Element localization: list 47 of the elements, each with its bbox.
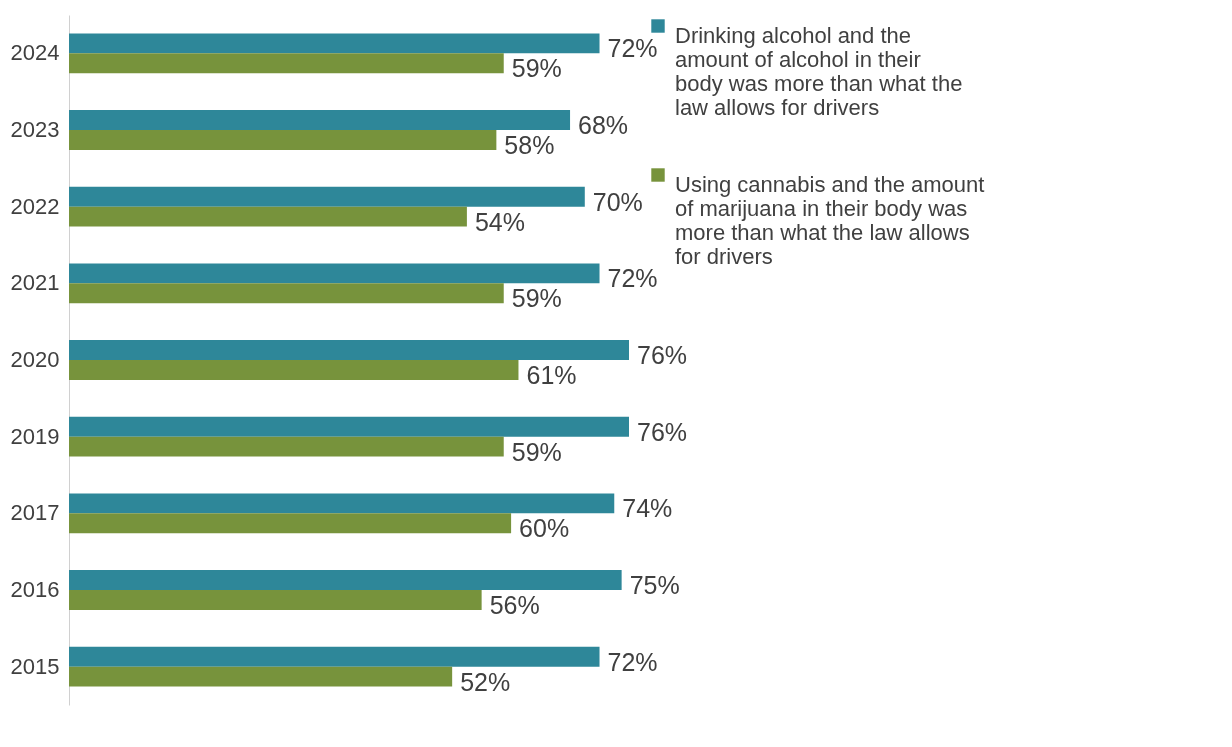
data-label: 59% xyxy=(511,284,562,313)
data-label: 59% xyxy=(511,437,562,466)
bar xyxy=(69,263,600,284)
bar xyxy=(69,340,629,360)
data-label: 76% xyxy=(637,341,688,370)
y-tick-label: 2015 xyxy=(10,653,60,679)
data-label: 60% xyxy=(519,514,570,543)
bar xyxy=(69,590,482,610)
y-tick-label: 2019 xyxy=(10,423,60,449)
bar xyxy=(69,493,615,514)
data-label: 59% xyxy=(511,54,562,83)
bar xyxy=(69,513,512,534)
data-label: 72% xyxy=(607,264,658,293)
bar xyxy=(69,33,600,54)
bar xyxy=(69,416,629,437)
bar xyxy=(69,186,585,207)
bar xyxy=(69,206,467,227)
bar xyxy=(69,283,504,304)
y-tick-label: 2016 xyxy=(10,577,60,602)
data-label: 56% xyxy=(489,590,540,619)
bar xyxy=(69,130,497,150)
y-tick-label: 2022 xyxy=(10,193,60,219)
legend-label: Using cannabis and the amount of marijuana in their body was more than what the law allows for drivers xyxy=(675,172,985,269)
bar xyxy=(69,53,504,74)
data-label: 68% xyxy=(578,111,629,140)
data-label: 72% xyxy=(607,34,658,63)
bar xyxy=(69,666,453,687)
bar xyxy=(69,360,519,380)
bar xyxy=(69,646,600,667)
data-label: 72% xyxy=(607,647,658,676)
data-label: 70% xyxy=(592,187,643,216)
bar xyxy=(69,570,622,590)
data-label: 58% xyxy=(504,130,555,159)
data-label: 52% xyxy=(460,667,511,696)
legend-label: Drinking alcohol and the amount of alcohol in their body was more than what the law allows for drivers xyxy=(675,23,963,120)
data-label: 75% xyxy=(629,571,680,600)
y-tick-label: 2020 xyxy=(10,347,60,372)
bar xyxy=(69,110,571,130)
bar xyxy=(69,436,504,457)
data-label: 61% xyxy=(526,360,577,389)
data-label: 54% xyxy=(474,207,525,236)
y-tick-label: 2024 xyxy=(10,40,60,66)
y-tick-label: 2023 xyxy=(10,117,60,142)
data-label: 76% xyxy=(637,417,688,446)
y-tick-label: 2017 xyxy=(10,500,60,526)
data-label: 74% xyxy=(622,494,673,523)
y-tick-label: 2021 xyxy=(10,270,60,296)
